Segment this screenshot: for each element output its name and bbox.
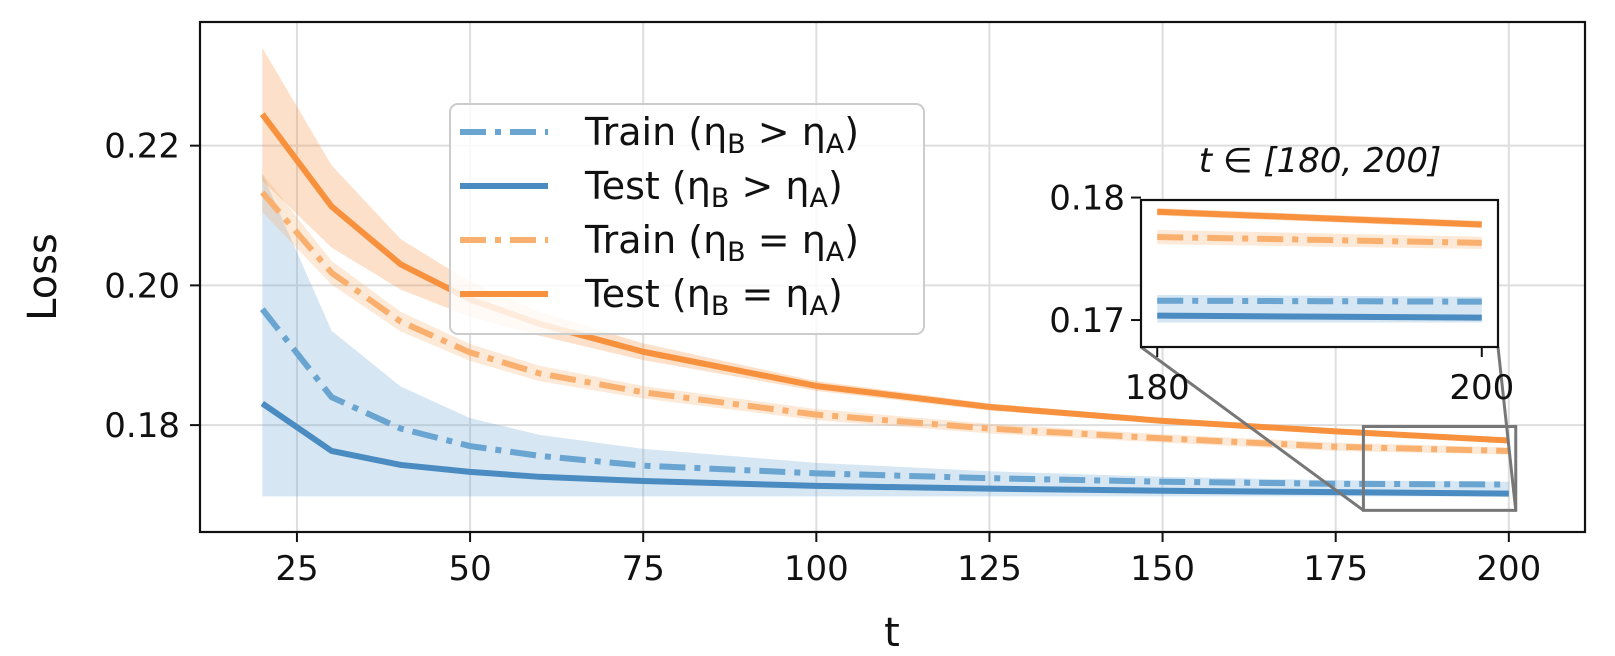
inset-y-tick-label: 0.17 <box>1049 301 1125 341</box>
zoom-region-box <box>1361 425 1518 512</box>
zoom-connector-left <box>1140 345 1365 512</box>
plot-area <box>259 47 1509 497</box>
series-line-test-b-a <box>259 112 1509 444</box>
legend-label-train-b-a: Train (ηB > ηA) <box>584 110 859 160</box>
inset-x-tick-label: 180 <box>1125 368 1190 408</box>
inset-series-line-train-b-a <box>1157 234 1482 246</box>
inset-series-line-test-b-a <box>1157 312 1482 321</box>
legend-label-test-b-a: Test (ηB = ηA) <box>584 272 843 322</box>
series-line-test-b-a <box>260 400 1509 497</box>
series-band-train-b-a <box>262 173 1509 455</box>
inset-series-line-test-b-a <box>1157 208 1482 228</box>
x-tick-label: 100 <box>784 549 849 589</box>
legend-frame <box>449 103 925 335</box>
zoom-inset: 180 200 0.17 0.18 t ∈ [180, 200] <box>1049 141 1514 408</box>
legend: Train (ηB > ηA)Test (ηB > ηA)Train (ηB =… <box>449 103 925 335</box>
legend-label-test-b-a: Test (ηB > ηA) <box>584 164 843 214</box>
inset-y-tick-label: 0.18 <box>1049 179 1125 219</box>
y-tick-label: 0.18 <box>104 406 180 446</box>
y-axis: 0.18 0.20 0.22 <box>104 127 200 446</box>
inset-x-tick-label: 200 <box>1449 368 1514 408</box>
x-axis: 25 50 75 100 125 150 175 200 <box>275 532 1541 589</box>
series-line-train-b-a <box>260 190 1509 454</box>
zoom-indicator <box>1140 345 1518 512</box>
x-tick-label: 175 <box>1303 549 1368 589</box>
axes-frame <box>198 20 1587 534</box>
x-tick-label: 125 <box>957 549 1022 589</box>
inset-series-line-train-b-a <box>1157 297 1482 305</box>
legend-label-train-b-a: Train (ηB = ηA) <box>584 218 859 268</box>
zoom-connector-right <box>1496 346 1518 511</box>
y-axis-title: Loss <box>20 233 66 321</box>
x-tick-label: 75 <box>622 549 665 589</box>
x-tick-label: 150 <box>1130 549 1195 589</box>
series-line-train-b-a <box>259 307 1509 488</box>
inset-frame <box>1139 198 1500 349</box>
x-tick-label: 200 <box>1476 549 1541 589</box>
x-tick-label: 25 <box>275 549 318 589</box>
x-axis-title: t <box>884 610 900 656</box>
y-tick-label: 0.20 <box>104 266 180 306</box>
y-tick-label: 0.22 <box>104 127 180 167</box>
inset-title: t ∈ [180, 200] <box>1199 141 1442 181</box>
x-tick-label: 50 <box>448 549 491 589</box>
